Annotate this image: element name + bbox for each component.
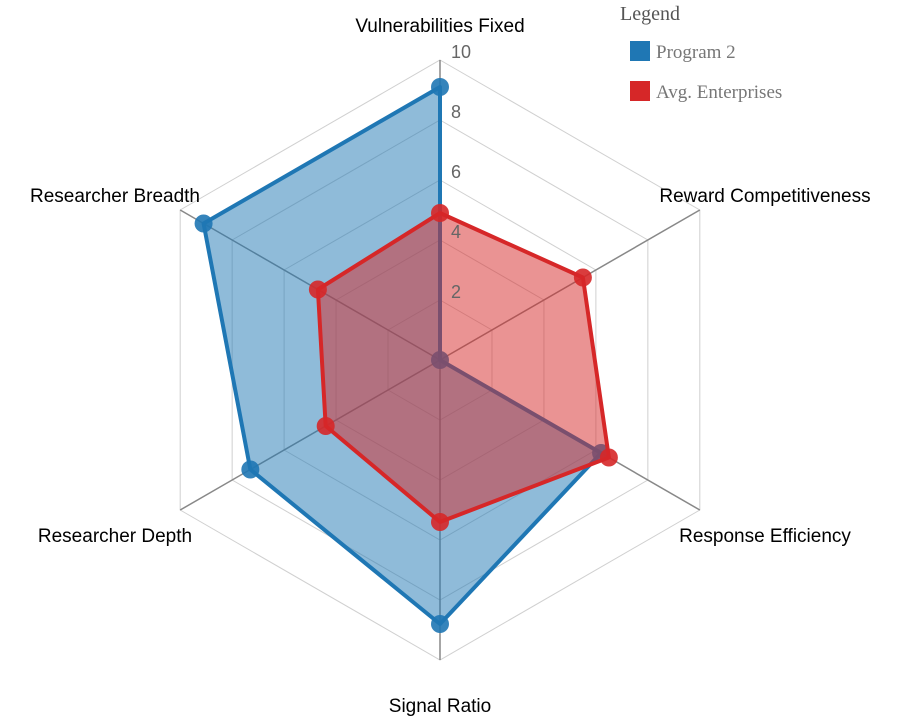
data-point: [308, 280, 327, 299]
data-point: [599, 448, 618, 467]
series-layer: [194, 78, 618, 633]
axis-label: Researcher Depth: [38, 526, 192, 547]
legend-item: Program 2: [656, 42, 736, 63]
legend-title: Legend: [620, 3, 680, 25]
axis-label: Response Efficiency: [679, 526, 851, 547]
legend-swatch: [630, 81, 650, 101]
tick-label: 8: [451, 102, 461, 122]
data-point: [431, 615, 449, 633]
tick-label: 10: [451, 42, 471, 62]
axis-label: Vulnerabilities Fixed: [355, 16, 524, 37]
series-1: [308, 204, 618, 531]
axis-label: Signal Ratio: [389, 696, 491, 717]
data-point: [316, 417, 335, 435]
data-point: [431, 513, 449, 531]
legend: Legend Program 2 Avg. Enterprises: [620, 3, 782, 103]
axis-label: Reward Competitiveness: [659, 186, 870, 207]
tick-label: 4: [451, 222, 461, 242]
axis-labels: Vulnerabilities Fixed Reward Competitiven…: [30, 16, 871, 717]
legend-swatch: [630, 41, 650, 61]
data-point: [431, 78, 449, 96]
data-point: [431, 204, 449, 222]
data-point: [194, 214, 213, 233]
tick-label: 6: [451, 162, 461, 182]
tick-labels: 2 4 6 8 10: [451, 42, 471, 302]
data-point: [241, 460, 260, 479]
axis-label: Researcher Breadth: [30, 186, 200, 207]
legend-item: Avg. Enterprises: [656, 82, 782, 103]
tick-label: 2: [451, 282, 461, 302]
data-point: [573, 268, 592, 287]
